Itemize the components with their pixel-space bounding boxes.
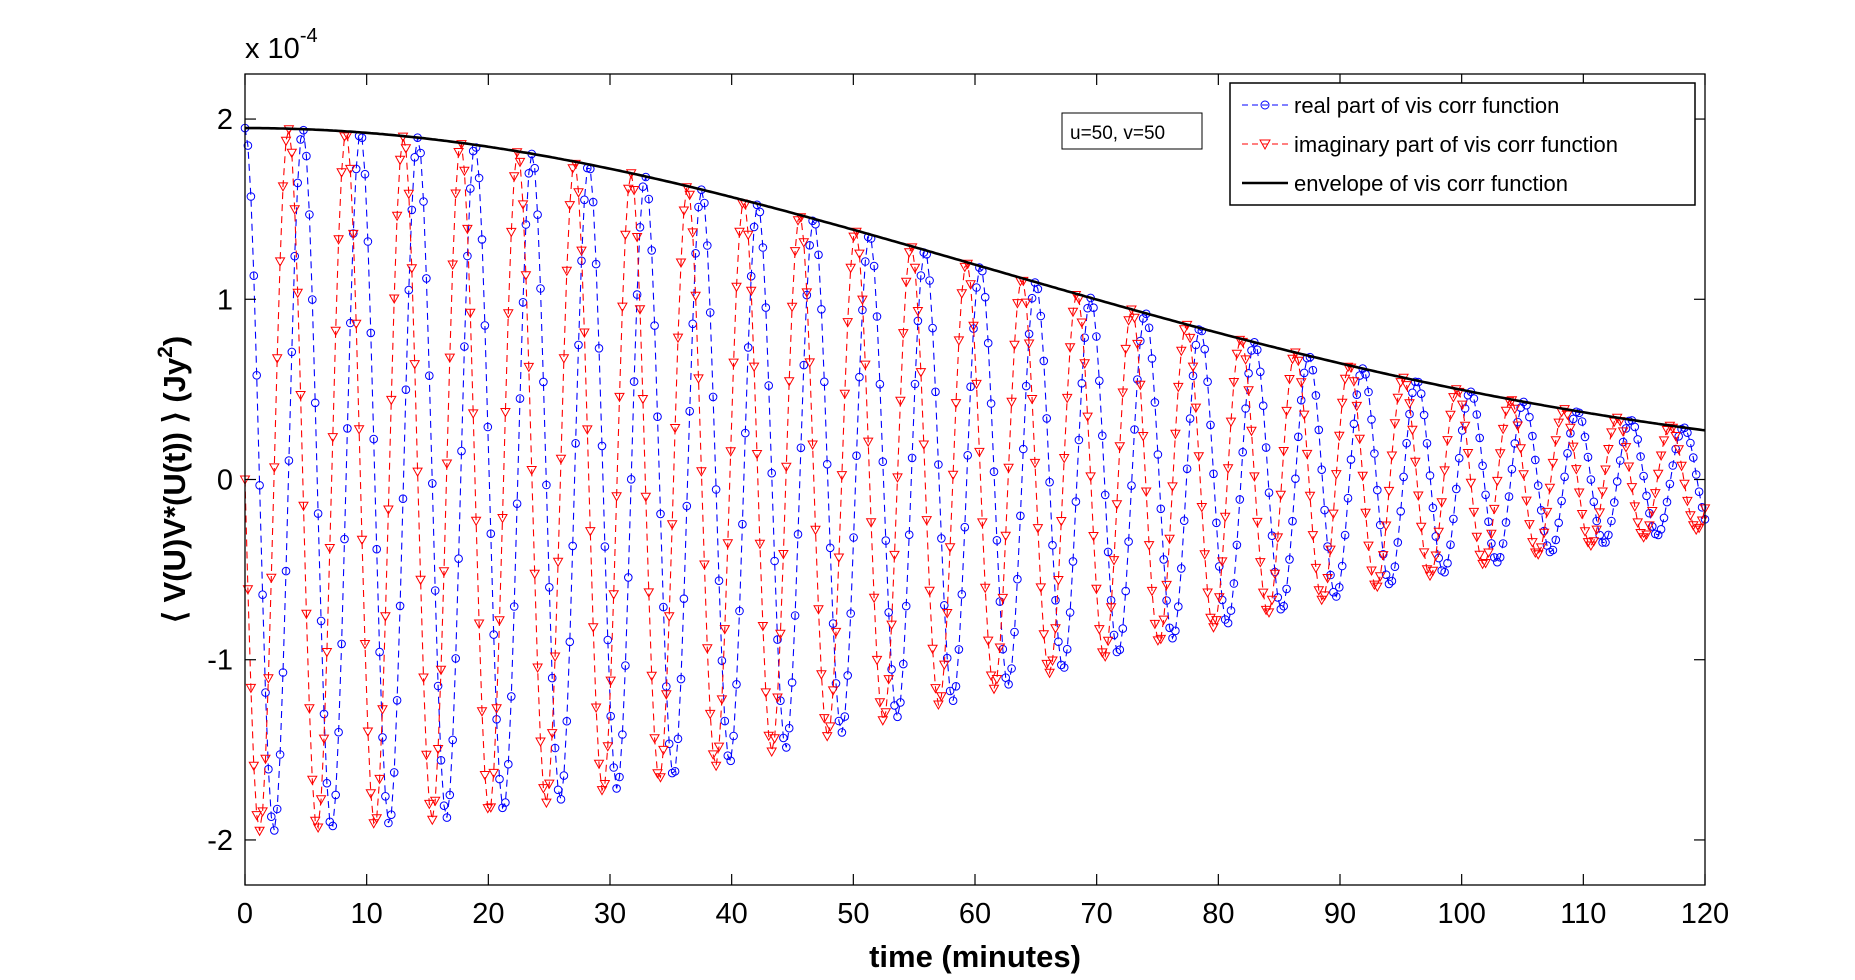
x-tick-label-8: 80 — [1202, 898, 1234, 930]
x-tick-label-11: 110 — [1560, 898, 1606, 930]
x-tick-label-6: 60 — [959, 898, 991, 930]
annotation-text: u=50, v=50 — [1070, 123, 1165, 144]
y-tick-label-3: 1 — [217, 284, 233, 316]
y-exponent-base: x 10 — [245, 33, 300, 65]
y-axis-label-superscript: 2 — [154, 346, 177, 358]
legend-entry-imaginary: imaginary part of vis corr function — [1242, 132, 1618, 157]
legend-label-imaginary: imaginary part of vis corr function — [1294, 132, 1618, 157]
annotation-box: u=50, v=50 — [1062, 113, 1202, 149]
x-tick-label-4: 40 — [716, 898, 748, 930]
y-tick-label-2: 0 — [217, 465, 233, 497]
y-exponent-power: -4 — [300, 25, 318, 47]
legend-label-real: real part of vis corr function — [1294, 93, 1559, 118]
y-axis-label: ⟨ V(U)V*(U(t)) ⟩ (Jy2) — [154, 336, 192, 623]
x-tick-label-2: 20 — [472, 898, 504, 930]
x-tick-label-10: 100 — [1437, 898, 1485, 930]
x-tick-label-3: 30 — [594, 898, 626, 930]
y-tick-label-1: -1 — [207, 645, 233, 677]
legend-label-envelope: envelope of vis corr function — [1294, 171, 1568, 196]
y-axis-label-close: ) — [157, 336, 192, 346]
x-tick-label-1: 10 — [351, 898, 383, 930]
x-tick-label-9: 90 — [1324, 898, 1356, 930]
x-tick-label-0: 0 — [237, 898, 253, 930]
y-axis-label-main: ⟨ V(U)V*(U(t)) ⟩ (Jy — [157, 357, 192, 623]
legend: real part of vis corr function imaginary… — [1230, 83, 1695, 205]
chart: 0 10 20 30 40 50 60 70 80 90 100 110 120 -2 -1 0 1 2 x 10… — [0, 0, 1855, 980]
y-tick-label-0: -2 — [207, 825, 233, 857]
x-axis-label: time (minutes) — [869, 939, 1081, 974]
x-tick-label-5: 50 — [837, 898, 869, 930]
x-tick-label-12: 120 — [1681, 898, 1729, 930]
y-tick-label-4: 2 — [217, 104, 233, 136]
x-tick-label-7: 70 — [1081, 898, 1113, 930]
